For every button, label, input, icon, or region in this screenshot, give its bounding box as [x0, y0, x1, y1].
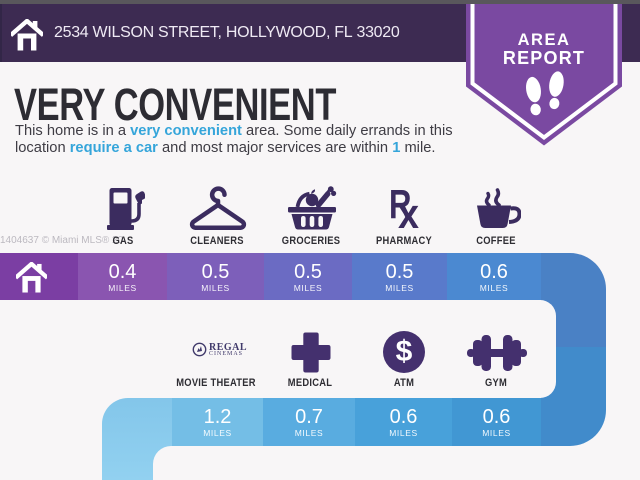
- svg-text:AREA: AREA: [518, 31, 571, 49]
- svg-text:x: x: [398, 190, 420, 230]
- svg-text:R: R: [389, 188, 412, 227]
- svg-text:REPORT: REPORT: [503, 48, 585, 68]
